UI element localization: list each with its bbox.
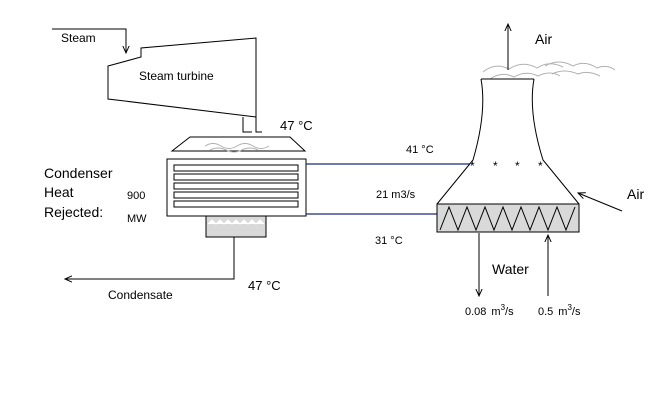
condenser-label: Condenser [44, 165, 113, 181]
steam-inlet: Steam [52, 28, 126, 53]
steam-turbine-label: Steam turbine [139, 69, 214, 83]
heat-rejected-label: Condenser Heat Rejected: 900 MW [44, 165, 147, 225]
condensate-temp: 47 °C [248, 278, 281, 293]
rejected-label: Rejected: [44, 204, 103, 220]
water-label: Water [492, 261, 529, 277]
spray-nozzles: * * * * [470, 159, 543, 173]
heat-value: 900 [127, 190, 145, 202]
steam-label: Steam [61, 31, 96, 45]
blowdown-flow: 0.08 m3/s [465, 303, 514, 318]
heat-unit: MW [127, 213, 147, 225]
air-out-label: Air [535, 31, 552, 47]
water-flows: Water 0.08 m3/s 0.5 m3/s [465, 233, 581, 318]
air-in-label: Air [627, 186, 644, 202]
fill-media [436, 203, 580, 233]
cold-water-temp: 31 °C [375, 235, 403, 247]
air-in: Air [578, 186, 644, 212]
turbine-exhaust-temp: 47 °C [280, 118, 313, 133]
heat-label: Heat [44, 184, 74, 200]
condenser [166, 136, 307, 238]
air-out: Air [508, 24, 552, 70]
condensate-label: Condensate [108, 288, 173, 302]
spray-nozzle: * [470, 159, 475, 173]
hot-water-temp: 41 °C [406, 144, 434, 156]
makeup-flow: 0.5 m3/s [538, 303, 581, 318]
cooling-water-pipes: 41 °C 21 m3/s 31 °C [306, 144, 470, 247]
cooling-tower: * * * * [436, 61, 616, 233]
steam-turbine: Steam turbine [107, 37, 262, 133]
condensate-outlet: Condensate 47 °C [65, 237, 281, 302]
flow-rate: 21 m3/s [376, 189, 416, 201]
spray-nozzle: * [515, 159, 520, 173]
spray-nozzle: * [538, 159, 543, 173]
spray-nozzle: * [493, 159, 498, 173]
